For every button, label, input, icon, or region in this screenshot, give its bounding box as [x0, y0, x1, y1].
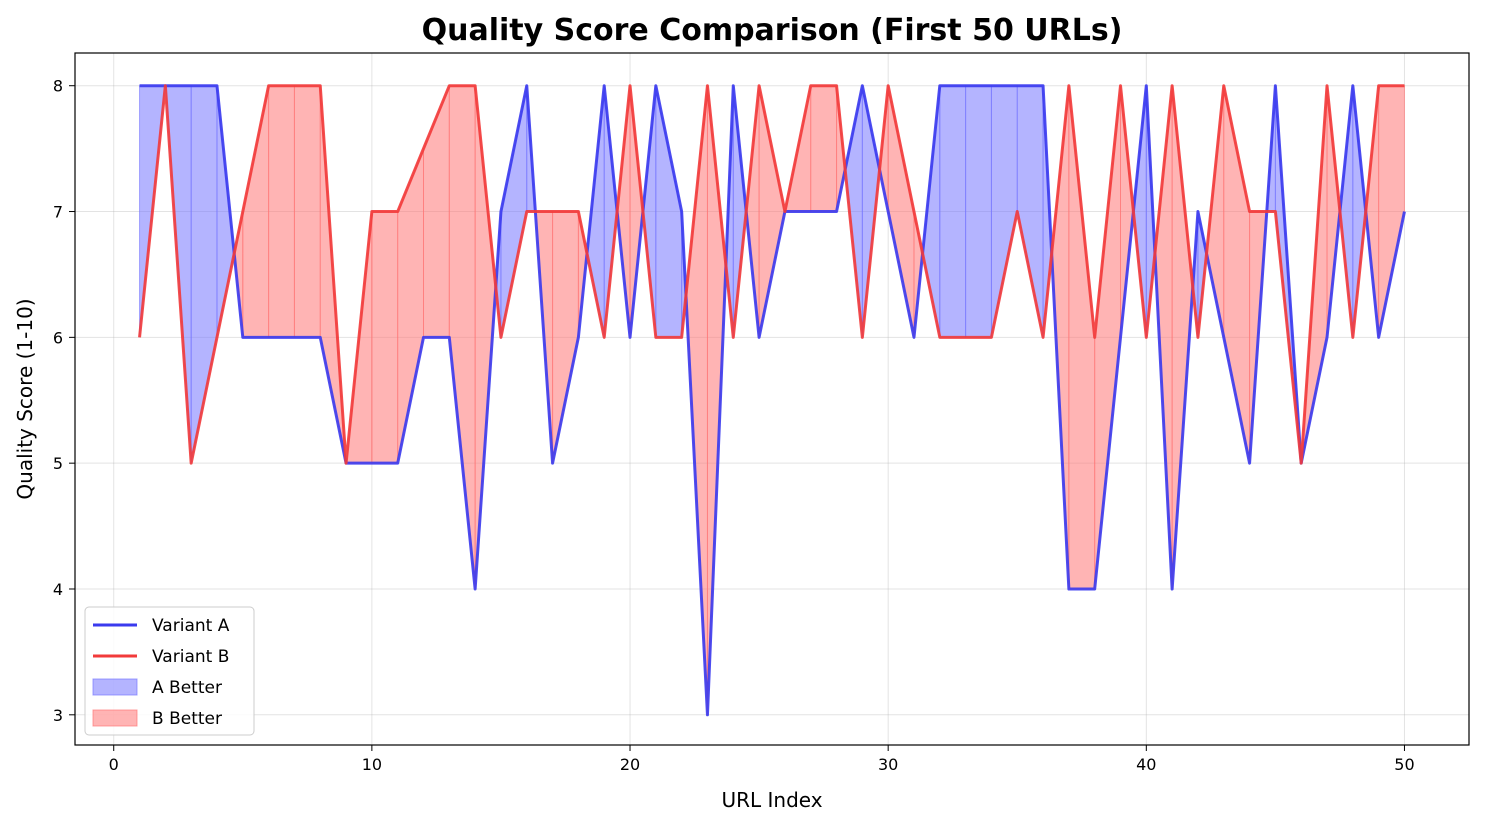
- fill-region-a-better: [642, 85, 657, 338]
- fill-region-b-better: [268, 85, 295, 338]
- fill-region-a-better: [603, 85, 618, 338]
- x-axis-label: URL Index: [721, 788, 822, 812]
- fill-region-a-better: [1016, 85, 1044, 338]
- legend-label: B Better: [152, 709, 222, 729]
- legend-label: Variant B: [152, 647, 229, 667]
- fill-region-b-better: [242, 85, 270, 338]
- y-tick-label: 5: [53, 454, 63, 473]
- fill-region-b-better: [1068, 85, 1096, 590]
- x-tick-label: 0: [109, 755, 119, 774]
- fill-region-b-better: [1365, 85, 1380, 338]
- fill-region-b-better: [371, 211, 399, 464]
- series-line-variant-b: [138, 84, 1405, 465]
- fill-region-b-better: [887, 85, 915, 338]
- fill-region-a-better: [732, 85, 747, 338]
- legend-swatch-patch: [92, 709, 138, 727]
- x-tick-label: 50: [1394, 755, 1414, 774]
- fill-region-a-better: [965, 85, 992, 338]
- series-lines: [138, 84, 1406, 717]
- legend-box: [84, 606, 255, 736]
- fill-region-a-better: [1352, 85, 1367, 338]
- y-tick-label: 6: [53, 328, 63, 347]
- fill-region-b-better: [397, 148, 424, 464]
- x-tick-label: 30: [878, 755, 898, 774]
- x-tick-label: 10: [362, 755, 382, 774]
- chart-title: Quality Score Comparison (First 50 URLs): [422, 13, 1123, 48]
- legend-label: Variant A: [152, 616, 230, 636]
- plot-frame: [74, 52, 1470, 746]
- fill-region-b-better: [758, 85, 786, 338]
- fill-region-a-better: [500, 85, 528, 338]
- fill-region-b-better: [1326, 85, 1341, 338]
- fill-region-b-better: [1120, 85, 1134, 338]
- fill-region-b-better: [745, 85, 760, 338]
- fill-region-b-better: [423, 85, 450, 338]
- fill-region-a-better: [1339, 85, 1354, 338]
- fill-region-b-better: [810, 85, 838, 213]
- fill-region-a-better: [990, 85, 1018, 338]
- fill-region-b-better: [1378, 85, 1405, 338]
- y-axis-ticks: 3 4 5 6 7 8: [53, 77, 75, 725]
- fill-region-b-better: [629, 85, 644, 338]
- fill-region-b-better: [552, 211, 579, 464]
- y-tick-label: 8: [53, 77, 63, 96]
- x-axis-ticks: 0 10 20 30 40 50: [109, 745, 1415, 774]
- fill-region-a-better: [1132, 85, 1147, 338]
- y-axis-label: Quality Score (1-10): [13, 298, 37, 499]
- fill-region-b-better: [448, 85, 476, 590]
- fill-region-b-better: [1094, 85, 1121, 590]
- legend-label: A Better: [152, 678, 222, 698]
- fill-region-a-better: [655, 85, 683, 338]
- fill-region-b-better: [293, 85, 321, 338]
- y-tick-label: 7: [53, 203, 63, 222]
- y-tick-label: 4: [53, 580, 63, 599]
- series-line-variant-a: [139, 84, 1406, 717]
- x-tick-label: 40: [1136, 755, 1156, 774]
- legend-swatch-patch: [92, 678, 138, 696]
- fill-region-a-better: [939, 85, 967, 338]
- y-tick-label: 3: [53, 706, 63, 725]
- x-tick-label: 20: [620, 755, 640, 774]
- fill-region-b-better: [616, 85, 631, 338]
- legend: Variant A Variant B A Better B Better: [84, 606, 255, 736]
